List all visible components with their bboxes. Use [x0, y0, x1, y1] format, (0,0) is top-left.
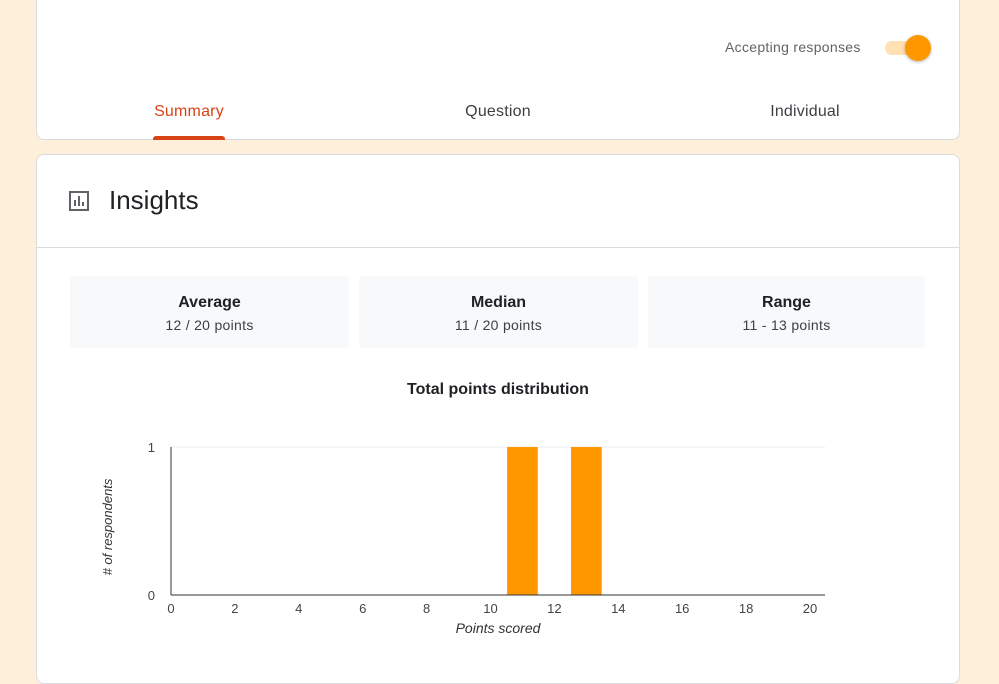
x-tick-label: 16: [675, 601, 689, 616]
tab-summary-label: Summary: [154, 103, 224, 120]
stat-range-label: Range: [762, 294, 811, 311]
tab-question-label: Question: [465, 103, 531, 120]
accepting-responses-label: Accepting responses: [725, 39, 861, 55]
y-tick-label: 0: [148, 588, 155, 603]
x-axis-label: Points scored: [456, 620, 542, 636]
tab-question[interactable]: Question: [423, 91, 573, 141]
stat-range: Range 11 - 13 points: [648, 276, 925, 348]
tab-individual-label: Individual: [770, 103, 840, 120]
stat-average-value: 12 / 20 points: [165, 317, 254, 333]
toggle-thumb: [905, 35, 931, 61]
stat-average: Average 12 / 20 points: [70, 276, 349, 348]
stat-range-value: 11 - 13 points: [742, 317, 831, 333]
tab-summary[interactable]: Summary: [114, 91, 264, 141]
x-tick-label: 4: [295, 601, 302, 616]
stat-median: Median 11 / 20 points: [359, 276, 638, 348]
y-tick-label: 1: [148, 440, 155, 455]
x-tick-label: 2: [231, 601, 238, 616]
x-tick-label: 10: [483, 601, 497, 616]
summary-header-card: Accepting responses Summary Question Ind…: [36, 0, 960, 140]
accepting-responses-toggle[interactable]: [885, 35, 931, 61]
bar-11: [507, 447, 538, 595]
stat-median-value: 11 / 20 points: [454, 317, 543, 333]
x-tick-label: 14: [611, 601, 625, 616]
x-tick-label: 12: [547, 601, 561, 616]
y-axis-label: # of respondents: [100, 478, 115, 575]
x-tick-label: 0: [167, 601, 174, 616]
stat-median-label: Median: [470, 294, 527, 311]
x-tick-label: 6: [359, 601, 366, 616]
insights-title: Insights: [109, 185, 199, 215]
active-tab-indicator: [153, 136, 225, 140]
bar-13: [571, 447, 602, 595]
tab-individual[interactable]: Individual: [730, 91, 880, 141]
insights-card: Insights Average 12 / 20 points Median 1…: [36, 154, 960, 684]
chart-title: Total points distribution: [407, 381, 589, 398]
points-distribution-chart: 0 2 4 6 8 10 12 14 16 18 20 0 1 Points scored # of res…: [100, 440, 825, 636]
stat-average-label: Average: [178, 294, 241, 311]
x-tick-label: 20: [803, 601, 817, 616]
x-tick-label: 18: [739, 601, 753, 616]
bar-chart-icon: [69, 191, 89, 211]
insights-header: Insights: [37, 155, 959, 248]
x-tick-label: 8: [423, 601, 430, 616]
